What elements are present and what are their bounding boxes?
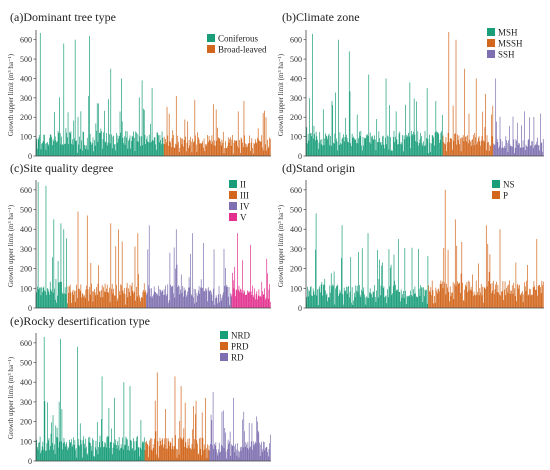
panel-c-ytick-label: 400	[20, 225, 32, 234]
legend-swatch	[492, 191, 500, 199]
legend-swatch	[229, 213, 237, 221]
panel-d-yticks: 0 100 200 300 400 500 600	[290, 186, 306, 313]
panel-b-bars	[306, 31, 544, 156]
panel-b-title: (b)Climate zone	[282, 10, 360, 24]
panel-d-ytick-label: 200	[290, 265, 302, 274]
panel-c-ylabel: Growth upper limit (m³ ha⁻¹)	[7, 204, 15, 287]
panel-d-ytick-label: 600	[290, 186, 302, 195]
panel-a: (a)Dominant tree type 0 100 200 300 400 500 60…	[7, 10, 271, 161]
panel-a-ytick-label: 300	[20, 94, 32, 103]
panel-b-ytick-label: 0	[298, 152, 302, 161]
panel-a-ytick-label: 400	[20, 74, 32, 83]
panel-c-ytick-label: 100	[20, 284, 32, 293]
legend-label: V	[240, 213, 247, 223]
panel-e-title: (e)Rocky desertification type	[10, 314, 150, 328]
panel-c-yticks: 0 100 200 300 400 500 600	[20, 186, 36, 313]
panel-a-ytick-label: 600	[20, 36, 32, 45]
panel-a-ytick-label: 500	[20, 55, 32, 64]
panel-c-ytick-label: 200	[20, 265, 32, 274]
legend-swatch	[492, 180, 500, 188]
panel-d-ytick-label: 400	[290, 225, 302, 234]
legend-label: NRD	[231, 331, 251, 341]
panel-c-bars	[36, 181, 271, 308]
panel-d-ytick-label: 300	[290, 245, 302, 254]
panel-e-ytick-label: 500	[20, 359, 32, 368]
panel-a-ytick-label: 200	[20, 113, 32, 122]
panel-e-yticks: 0 100 200 300 400 500 600	[20, 339, 36, 466]
panel-b-ytick-label: 400	[290, 74, 302, 83]
panel-e-ytick-label: 300	[20, 398, 32, 407]
panel-d-ylabel: Growth upper limit (m³ ha⁻¹)	[277, 204, 285, 287]
panel-a-title: (a)Dominant tree type	[10, 10, 116, 24]
panel-c-ytick-label: 0	[28, 304, 32, 313]
panel-c-title: (c)Site quality degree	[10, 161, 113, 175]
panel-b-ytick-label: 600	[290, 36, 302, 45]
legend-swatch	[229, 191, 237, 199]
panel-e-ytick-label: 600	[20, 339, 32, 348]
legend-label: III	[240, 191, 249, 201]
panel-e-ytick-label: 200	[20, 418, 32, 427]
legend-label: PRD	[231, 342, 249, 352]
panel-b: (b)Climate zone 0 100 200 300 400 500 600 Grow…	[277, 10, 544, 161]
panel-e-bars	[36, 336, 271, 461]
legend-label: MSSH	[498, 39, 523, 49]
legend-label: II	[240, 180, 246, 190]
panel-b-ytick-label: 300	[290, 94, 302, 103]
panel-c: (c)Site quality degree 0 100 200 300 400 500 6…	[7, 161, 271, 313]
legend-swatch	[220, 331, 228, 339]
panel-d-bars	[306, 189, 544, 308]
panel-a-ytick-label: 100	[20, 133, 32, 142]
panel-d-ytick-label: 0	[298, 304, 302, 313]
panel-d-ytick-label: 100	[290, 284, 302, 293]
panel-b-ytick-label: 500	[290, 55, 302, 64]
legend-swatch	[229, 202, 237, 210]
panel-b-ytick-label: 200	[290, 113, 302, 122]
panel-e-ytick-label: 400	[20, 378, 32, 387]
panel-a-ytick-label: 0	[28, 152, 32, 161]
legend-label: P	[503, 191, 508, 201]
panel-e-ytick-label: 0	[28, 457, 32, 466]
panel-b-ylabel: Growth upper limit (m³ ha⁻¹)	[277, 53, 285, 136]
panel-d-legend: NSP	[492, 180, 515, 201]
legend-label: IV	[240, 202, 250, 212]
legend-swatch	[229, 180, 237, 188]
legend-swatch	[487, 28, 495, 36]
panel-e-ytick-label: 100	[20, 437, 32, 446]
panel-c-ytick-label: 300	[20, 245, 32, 254]
legend-swatch	[207, 45, 215, 53]
legend-swatch	[487, 50, 495, 58]
legend-swatch	[487, 39, 495, 47]
panel-c-ytick-label: 500	[20, 206, 32, 215]
legend-label: RD	[231, 353, 244, 363]
panel-a-yticks: 0 100 200 300 400 500 600	[20, 36, 36, 161]
legend-label: Coniferous	[218, 34, 258, 44]
panel-d-title: (d)Stand origin	[282, 161, 355, 175]
panel-e-ylabel: Growth upper limit (m³ ha⁻¹)	[7, 356, 15, 439]
legend-swatch	[220, 353, 228, 361]
panel-a-bars	[36, 32, 271, 156]
legend-swatch	[207, 34, 215, 42]
panel-b-ytick-label: 100	[290, 133, 302, 142]
legend-label: NS	[503, 180, 515, 190]
panel-e: (e)Rocky desertification type 0 100 200 300…	[7, 314, 271, 466]
panel-b-yticks: 0 100 200 300 400 500 600	[290, 36, 306, 161]
legend-label: MSH	[498, 28, 518, 38]
legend-swatch	[220, 342, 228, 350]
panel-c-ytick-label: 600	[20, 186, 32, 195]
panel-d-ytick-label: 500	[290, 206, 302, 215]
legend-label: SSH	[498, 50, 515, 60]
panel-d: (d)Stand origin 0 100 200 300 400 500 600 Grow…	[277, 161, 544, 313]
panel-a-ylabel: Growth upper limit (m³ ha⁻¹)	[7, 53, 15, 136]
legend-label: Broad-leaved	[218, 45, 267, 55]
